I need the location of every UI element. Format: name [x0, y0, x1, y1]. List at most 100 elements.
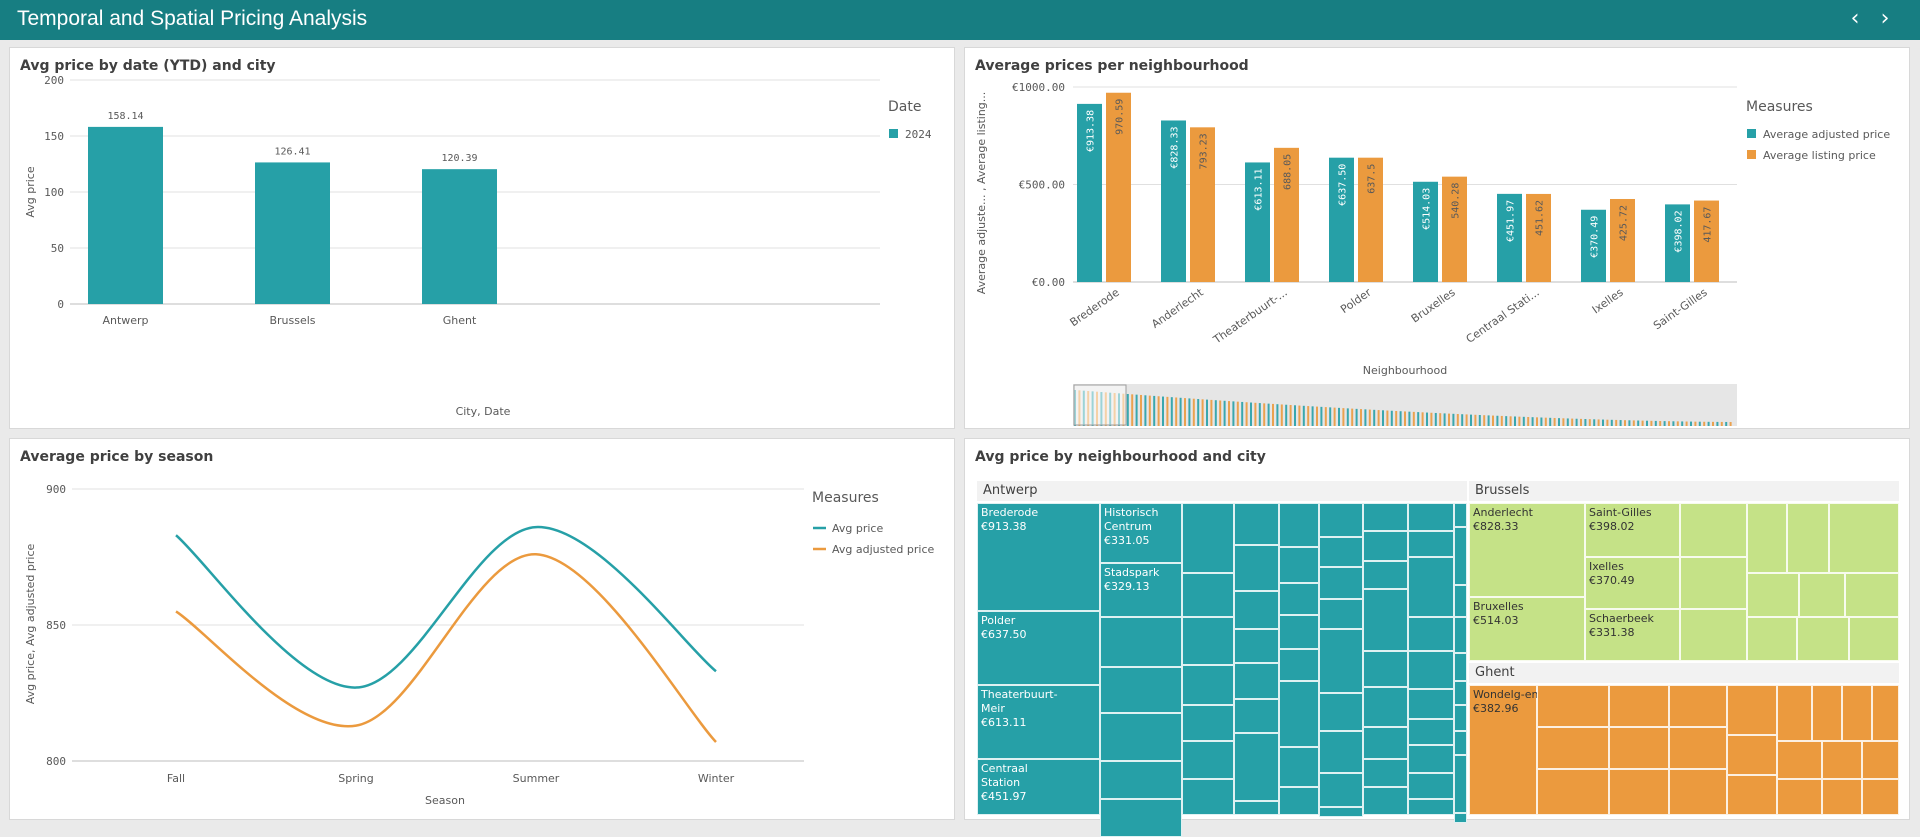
treemap-cell[interactable]	[1279, 503, 1319, 547]
treemap-group-header[interactable]: Antwerp	[977, 481, 1467, 501]
treemap-cell[interactable]	[1234, 591, 1279, 629]
treemap-cell[interactable]	[977, 611, 1100, 685]
treemap-cell[interactable]	[1182, 665, 1234, 705]
treemap-cell[interactable]	[1849, 617, 1899, 661]
treemap-cell[interactable]	[1363, 589, 1408, 651]
treemap-cell[interactable]	[1454, 503, 1467, 527]
treemap-cell[interactable]	[1182, 503, 1234, 573]
treemap-cell[interactable]	[1669, 685, 1727, 727]
treemap-cell[interactable]	[1680, 503, 1747, 557]
treemap-cell[interactable]	[1585, 557, 1680, 609]
treemap-cell[interactable]	[1680, 609, 1747, 661]
treemap-cell[interactable]	[1319, 629, 1363, 693]
chart-panel-treemap-neighbourhood-city[interactable]: Avg price by neighbourhood and city Antw…	[964, 438, 1910, 837]
treemap-cell[interactable]	[1234, 503, 1279, 545]
treemap-cell[interactable]	[1279, 547, 1319, 583]
treemap-cell[interactable]	[1454, 617, 1467, 653]
treemap-cell[interactable]	[1408, 719, 1454, 745]
treemap-cell[interactable]	[1829, 503, 1899, 573]
treemap-cell[interactable]	[1182, 617, 1234, 665]
treemap-cell[interactable]	[1363, 687, 1408, 727]
treemap-cell[interactable]	[1585, 609, 1680, 661]
treemap-cell[interactable]	[1812, 685, 1842, 741]
treemap-cell[interactable]	[1234, 663, 1279, 699]
treemap-cell[interactable]	[1454, 755, 1467, 813]
treemap-cell[interactable]	[1319, 807, 1363, 817]
treemap-cell[interactable]	[1100, 563, 1182, 617]
treemap-cell[interactable]	[1680, 557, 1747, 609]
treemap-cell[interactable]	[1454, 681, 1467, 705]
treemap-cell[interactable]	[1408, 773, 1454, 799]
treemap-cell[interactable]	[1100, 799, 1182, 837]
treemap-cell[interactable]	[1279, 649, 1319, 681]
treemap-cell[interactable]	[1182, 779, 1234, 815]
treemap-cell[interactable]	[1279, 747, 1319, 787]
treemap-cell[interactable]	[1408, 531, 1454, 557]
treemap-cell[interactable]	[1669, 769, 1727, 815]
treemap-cell[interactable]	[1363, 651, 1408, 687]
treemap-cell[interactable]	[1585, 503, 1680, 557]
treemap-cell[interactable]	[1669, 727, 1727, 769]
treemap-cell[interactable]	[1454, 527, 1467, 585]
treemap-cell[interactable]	[1363, 727, 1408, 759]
treemap-cell[interactable]	[1747, 573, 1799, 617]
treemap-cell[interactable]	[1747, 617, 1797, 661]
treemap-cell[interactable]	[1363, 503, 1408, 531]
treemap-cell[interactable]	[1872, 685, 1899, 741]
previous-sheet-button[interactable]: ‹	[1843, 6, 1867, 34]
treemap-cell[interactable]	[1609, 727, 1669, 769]
treemap-cell[interactable]	[1862, 741, 1899, 779]
treemap-cell[interactable]	[1408, 651, 1454, 689]
treemap-cell[interactable]	[1454, 813, 1467, 823]
treemap-cell[interactable]	[1845, 573, 1899, 617]
treemap-cell[interactable]	[1777, 779, 1822, 815]
treemap-cell[interactable]	[1182, 573, 1234, 617]
treemap-cell[interactable]	[1408, 617, 1454, 651]
treemap-cell[interactable]	[1100, 617, 1182, 667]
treemap-cell[interactable]	[1408, 557, 1454, 617]
chart-panel-avg-prices-per-neighbourhood[interactable]: Average prices per neighbourhood €0.00 €5…	[964, 47, 1910, 429]
treemap-cell[interactable]	[977, 759, 1100, 815]
treemap-cell[interactable]	[1100, 667, 1182, 713]
treemap-cell[interactable]	[1234, 801, 1279, 815]
treemap-cell[interactable]	[1363, 759, 1408, 787]
bar-chart-prices-per-neighbourhood[interactable]: €0.00 €500.00 €1000.00 €913.38 970.59 Bredero…	[965, 48, 1911, 430]
treemap-cell[interactable]	[1279, 615, 1319, 649]
treemap-cell[interactable]	[1319, 773, 1363, 807]
treemap-cell[interactable]	[1842, 685, 1872, 741]
treemap-cell[interactable]	[977, 685, 1100, 759]
treemap-cell[interactable]	[1319, 731, 1363, 773]
treemap-neighbourhood-city[interactable]: Antwerp Brederode €913.38 Polder €637.50 Thea…	[977, 481, 1899, 837]
treemap-cell[interactable]	[1822, 779, 1862, 815]
treemap-cell[interactable]	[1454, 653, 1467, 681]
treemap-cell[interactable]	[1797, 617, 1849, 661]
treemap-cell[interactable]	[1454, 731, 1467, 755]
line-chart-price-by-season[interactable]: 800 850 900 Fall Spring Summer Winter Season Avg…	[10, 439, 956, 821]
treemap-cell[interactable]	[1408, 745, 1454, 773]
treemap-cell[interactable]	[1862, 779, 1899, 815]
treemap-cell[interactable]	[1469, 685, 1537, 815]
treemap-cell[interactable]	[1454, 585, 1467, 617]
treemap-cell[interactable]	[1727, 735, 1777, 775]
treemap-cell[interactable]	[1182, 741, 1234, 779]
treemap-cell[interactable]	[1234, 733, 1279, 801]
chart-panel-avg-price-by-season[interactable]: Average price by season 800 850 900 Fall Spr…	[9, 438, 955, 820]
treemap-cell[interactable]	[1319, 599, 1363, 629]
treemap-cell[interactable]	[1787, 503, 1829, 573]
bar-chart-avg-price-by-city[interactable]: 0 50 100 150 200 158.14 Antwerp 126.41 Brussels 1…	[10, 48, 956, 430]
treemap-cell[interactable]	[1727, 775, 1777, 815]
treemap-cell[interactable]	[1747, 503, 1787, 573]
treemap-cell[interactable]	[1319, 503, 1363, 537]
treemap-group-header[interactable]: Ghent	[1469, 663, 1899, 683]
treemap-cell[interactable]	[1469, 597, 1585, 661]
treemap-cell[interactable]	[1100, 761, 1182, 799]
treemap-cell[interactable]	[1363, 531, 1408, 561]
treemap-cell[interactable]	[1537, 769, 1609, 815]
treemap-cell[interactable]	[1279, 583, 1319, 615]
treemap-cell[interactable]	[1182, 705, 1234, 741]
chart-panel-avg-price-by-city[interactable]: Avg price by date (YTD) and city 0 50 100 1…	[9, 47, 955, 429]
treemap-cell[interactable]	[1777, 741, 1822, 779]
treemap-cell[interactable]	[1100, 713, 1182, 761]
treemap-cell[interactable]	[1319, 537, 1363, 567]
treemap-cell[interactable]	[1319, 693, 1363, 731]
